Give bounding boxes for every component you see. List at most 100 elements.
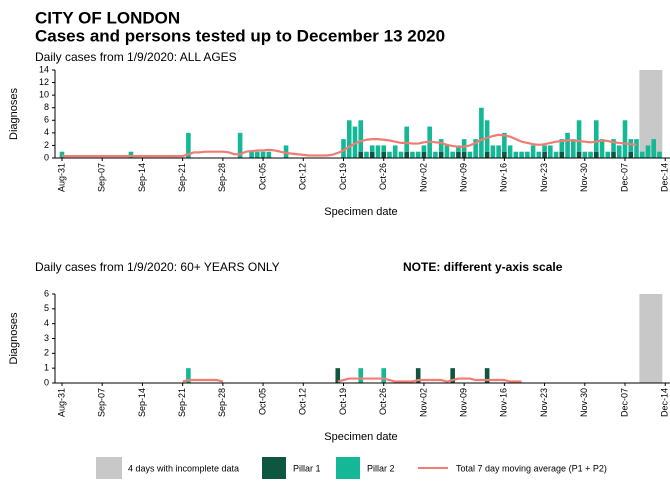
bar — [490, 145, 496, 158]
x-tick-label: Nov-16 — [499, 388, 509, 417]
y-tick-label: 4 — [44, 318, 49, 328]
legend-swatch — [262, 457, 286, 479]
legend-swatch — [336, 457, 360, 479]
bar — [433, 151, 438, 158]
bar — [456, 145, 461, 152]
bar — [375, 145, 381, 158]
bar — [513, 151, 519, 158]
x-tick-label: Oct-12 — [298, 388, 308, 415]
x-tick-label: Sep-21 — [177, 163, 187, 192]
y-tick-label: 4 — [44, 127, 49, 137]
x-tick-label: Nov-30 — [579, 163, 589, 192]
bar — [387, 151, 392, 158]
bar — [255, 151, 260, 158]
bar — [404, 126, 409, 152]
bar — [266, 151, 272, 158]
x-tick-label: Dec-07 — [619, 388, 629, 417]
bar — [588, 151, 593, 158]
x-tick-label: Oct-19 — [338, 388, 348, 415]
bar — [444, 145, 450, 158]
y-axis-label: Diagnoses — [8, 312, 20, 364]
bar — [237, 132, 243, 158]
bar — [576, 151, 582, 158]
bar — [599, 139, 605, 158]
bar — [536, 151, 542, 158]
bar — [634, 139, 639, 158]
panel-title: Daily cases from 1/9/2020: ALL AGES — [35, 50, 237, 64]
x-tick-label: Nov-02 — [418, 163, 428, 192]
bar — [616, 145, 622, 158]
page-subtitle: Cases and persons tested up to December … — [35, 26, 445, 45]
bar — [364, 151, 369, 158]
bar — [381, 151, 387, 158]
bar — [438, 151, 444, 158]
bar — [657, 151, 662, 158]
bar — [186, 132, 191, 158]
bar — [605, 151, 611, 158]
x-tick-label: Nov-09 — [459, 163, 469, 192]
x-tick-label: Oct-19 — [338, 163, 348, 190]
x-tick-label: Sep-28 — [217, 163, 227, 192]
bar — [381, 368, 387, 383]
y-tick-label: 5 — [44, 303, 49, 313]
bar — [593, 120, 599, 152]
bar — [622, 120, 628, 158]
bar — [507, 145, 513, 158]
x-axis-label: Specimen date — [324, 206, 397, 218]
y-tick-label: 0 — [44, 377, 49, 387]
legend: 4 days with incomplete data Pillar 1 Pil… — [96, 457, 607, 479]
bar — [502, 132, 507, 152]
bar — [398, 151, 404, 158]
bar — [249, 151, 254, 158]
bar — [484, 151, 490, 158]
bar — [438, 139, 444, 152]
y-tick-label: 12 — [39, 77, 49, 87]
bar — [593, 151, 599, 158]
bar — [525, 151, 530, 158]
bar — [358, 368, 364, 383]
x-tick-label: Dec-07 — [619, 163, 629, 192]
bar — [369, 145, 375, 152]
x-tick-label: Nov-09 — [459, 388, 469, 417]
y-tick-label: 2 — [44, 348, 49, 358]
bar — [358, 151, 364, 158]
x-tick-label: Sep-07 — [97, 163, 107, 192]
y-tick-label: 1 — [44, 363, 49, 373]
bar — [484, 120, 490, 152]
x-tick-label: Sep-07 — [97, 388, 107, 417]
bar — [467, 151, 473, 158]
bar — [392, 145, 398, 158]
bar — [542, 145, 547, 152]
x-tick-label: Aug-31 — [56, 163, 66, 192]
bar — [582, 151, 588, 158]
bar — [502, 151, 507, 158]
bar — [611, 151, 616, 158]
bar — [542, 151, 547, 158]
bar — [496, 145, 501, 158]
moving-average-line — [62, 133, 637, 158]
bar — [341, 139, 346, 158]
bar — [186, 368, 191, 383]
x-axis-label: Specimen date — [324, 431, 397, 443]
bar — [369, 151, 375, 158]
x-tick-label: Nov-16 — [499, 163, 509, 192]
bar — [128, 151, 134, 158]
bar — [559, 151, 565, 158]
x-tick-label: Dec-14 — [660, 388, 670, 417]
bar — [611, 139, 616, 152]
bar — [283, 145, 289, 158]
bar — [548, 145, 553, 158]
bar — [260, 151, 266, 158]
bar — [484, 368, 490, 383]
bar — [450, 151, 455, 158]
bar — [404, 151, 409, 158]
bar — [565, 132, 570, 158]
bar — [410, 151, 415, 158]
moving-average-line — [182, 377, 522, 383]
bar — [415, 151, 421, 158]
bar — [479, 107, 484, 158]
panel-note: NOTE: different y-axis scale — [403, 260, 563, 274]
x-tick-label: Nov-23 — [539, 163, 549, 192]
bar — [335, 368, 341, 383]
bar — [553, 151, 559, 158]
